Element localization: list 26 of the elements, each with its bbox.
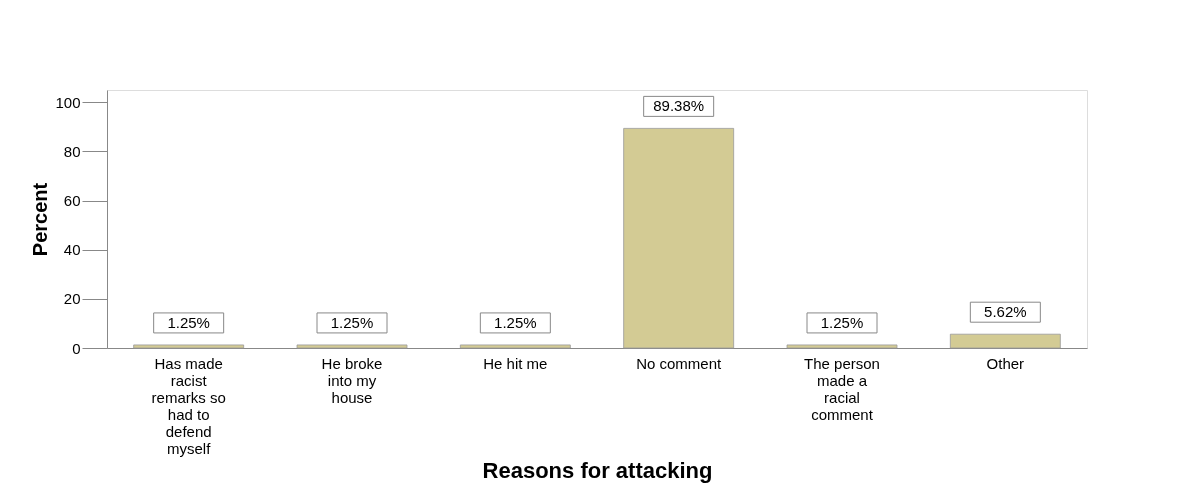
x-tick-label: The person made a racial comment — [804, 354, 880, 423]
x-axis-title: Reasons for attacking — [482, 457, 713, 483]
x-tick-label: No comment — [636, 354, 723, 372]
bar — [949, 333, 1061, 349]
bar — [296, 344, 408, 349]
y-tick-label: 0 — [72, 339, 81, 357]
data-label: 1.25% — [494, 313, 537, 331]
y-axis-title: Percent — [29, 182, 52, 257]
y-tick-label: 80 — [63, 142, 81, 160]
x-tick-label: Other — [986, 354, 1025, 372]
data-label: 1.25% — [330, 313, 374, 331]
y-tick-label: 40 — [63, 241, 81, 259]
data-label: 1.25% — [820, 313, 864, 331]
y-tick-label: 20 — [63, 290, 81, 308]
x-tick-label: Has made racist remarks so had to defend myself — [151, 354, 226, 457]
data-label: 89.38% — [653, 97, 705, 115]
bar — [459, 344, 571, 349]
x-tick-label: He hit me — [483, 354, 548, 372]
bar — [623, 127, 735, 349]
bar — [786, 344, 898, 349]
data-label: 5.62% — [984, 303, 1027, 321]
bar — [133, 344, 245, 349]
data-label: 1.25% — [167, 313, 210, 331]
y-tick-label: 60 — [63, 192, 81, 210]
x-tick-label: He broke into my house — [321, 354, 383, 406]
y-tick-label: 100 — [55, 93, 81, 111]
